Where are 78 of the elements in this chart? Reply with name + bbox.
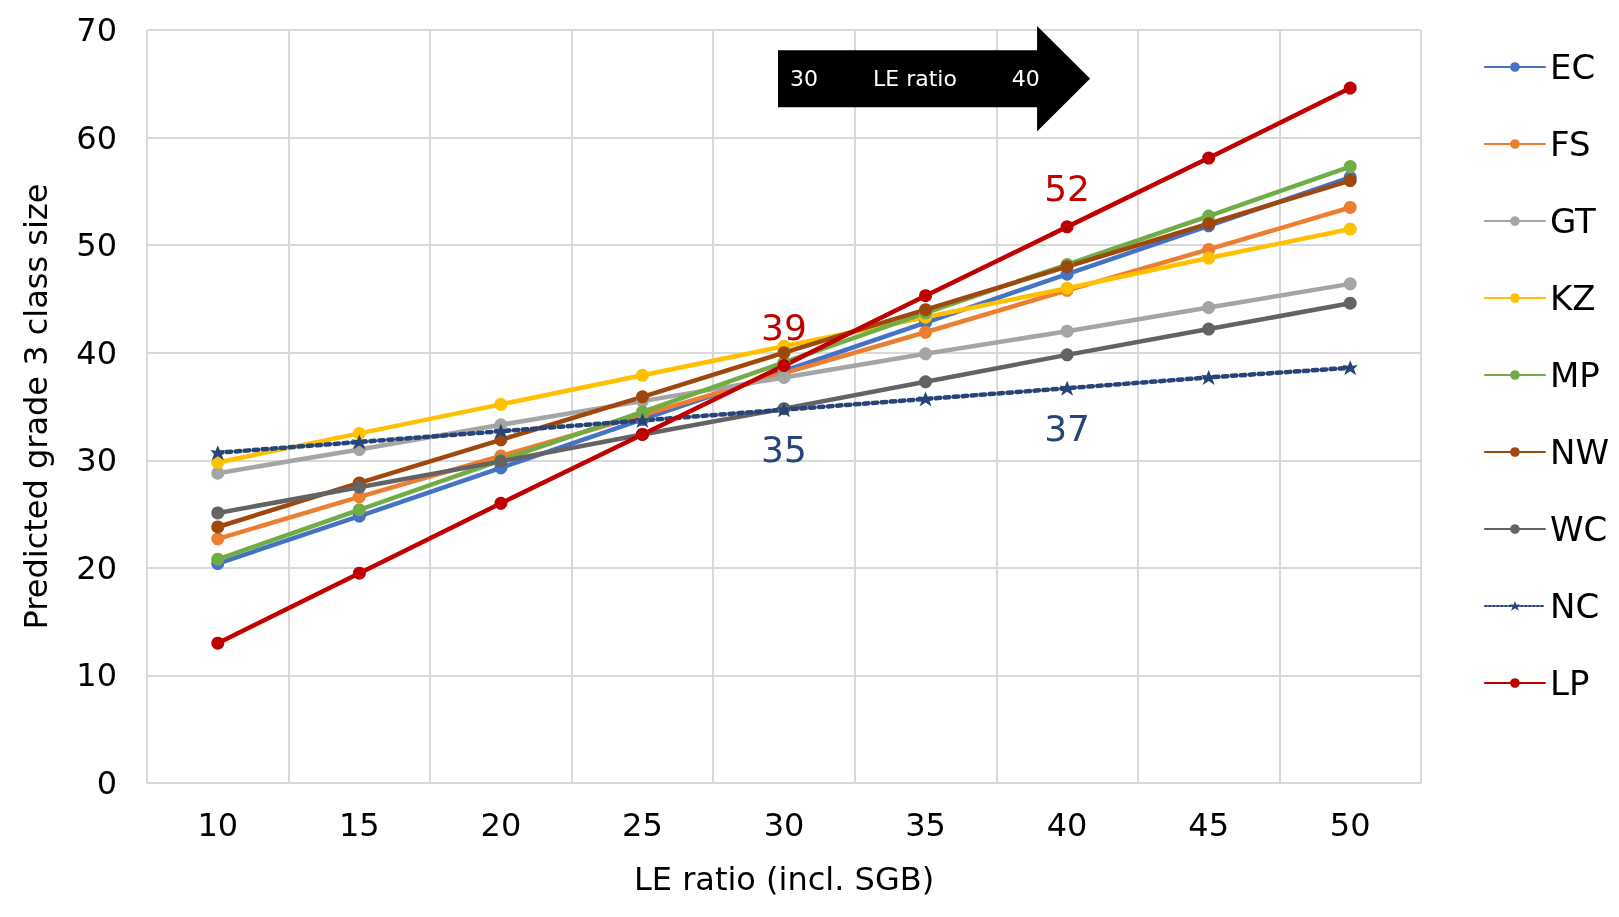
point	[211, 466, 225, 480]
x-tick-label: 20	[480, 806, 522, 844]
annotation: 37	[1044, 407, 1091, 449]
point	[1343, 160, 1357, 174]
point	[1343, 277, 1357, 291]
point	[1343, 81, 1357, 95]
x-tick-label: 40	[1046, 806, 1088, 844]
point	[1343, 201, 1357, 214]
legend-label: WC	[1549, 509, 1608, 549]
annotation: 35	[761, 429, 807, 471]
annotation: 52	[1044, 168, 1091, 210]
point	[918, 391, 934, 407]
point	[1343, 296, 1357, 310]
point	[352, 426, 366, 440]
point	[1202, 322, 1216, 336]
legend-label: NW	[1549, 432, 1610, 472]
y-tick-label: 0	[96, 764, 117, 802]
point	[1202, 151, 1216, 165]
y-tick-label: 60	[76, 118, 117, 157]
point	[1343, 174, 1357, 188]
x-tick-label: 10	[197, 806, 239, 844]
x-tick-label: 15	[338, 806, 380, 844]
point	[777, 370, 791, 384]
legend-label: EC	[1549, 47, 1596, 87]
point	[1060, 220, 1074, 234]
legend-label: FS	[1549, 124, 1591, 164]
point	[211, 636, 225, 650]
point	[211, 455, 225, 469]
point	[352, 566, 366, 580]
y-tick-label: 70	[76, 11, 117, 49]
point	[210, 445, 226, 461]
point	[494, 397, 508, 411]
annotation: 30	[790, 66, 819, 92]
point	[211, 520, 225, 534]
point	[635, 368, 649, 382]
point	[211, 532, 225, 546]
point	[493, 423, 509, 439]
y-tick-label: 20	[76, 548, 117, 587]
y-tick-label: 30	[76, 441, 117, 480]
point	[351, 434, 367, 450]
legend-label: LP	[1549, 663, 1590, 703]
x-tick-label: 45	[1188, 806, 1230, 844]
x-tick-label: 30	[763, 806, 805, 844]
legend-label: KZ	[1549, 278, 1596, 318]
x-tick-label: 25	[622, 806, 663, 844]
point	[777, 346, 791, 360]
point	[352, 480, 366, 494]
point	[919, 347, 933, 361]
point	[635, 390, 649, 404]
point	[1202, 301, 1216, 315]
legend-label: GT	[1549, 201, 1597, 241]
point	[1060, 348, 1074, 362]
point	[777, 359, 791, 373]
x-tick-label: 35	[905, 806, 946, 844]
point	[494, 496, 508, 510]
point	[1060, 324, 1074, 338]
point	[211, 506, 225, 520]
point	[211, 552, 225, 566]
y-tick-label: 40	[76, 333, 117, 372]
point	[1342, 360, 1358, 376]
point	[352, 503, 366, 517]
y-tick-label: 10	[76, 656, 117, 695]
x-tick-label: 50	[1329, 806, 1371, 844]
point	[919, 289, 933, 303]
y-axis-title: Predicted grade 3 class size	[17, 183, 55, 630]
point	[919, 375, 933, 389]
annotation: 40	[1011, 66, 1040, 92]
annotation: 39	[761, 307, 807, 349]
y-tick-label: 50	[76, 226, 117, 265]
point	[919, 325, 933, 339]
x-axis-title: LE ratio (incl. SGB)	[633, 860, 935, 898]
point	[1202, 251, 1216, 265]
point	[1201, 369, 1217, 385]
legend-label: NC	[1549, 586, 1600, 626]
point	[1343, 222, 1357, 236]
point	[1059, 380, 1075, 396]
annotation: LE ratio	[873, 66, 957, 92]
legend-label: MP	[1549, 355, 1600, 395]
